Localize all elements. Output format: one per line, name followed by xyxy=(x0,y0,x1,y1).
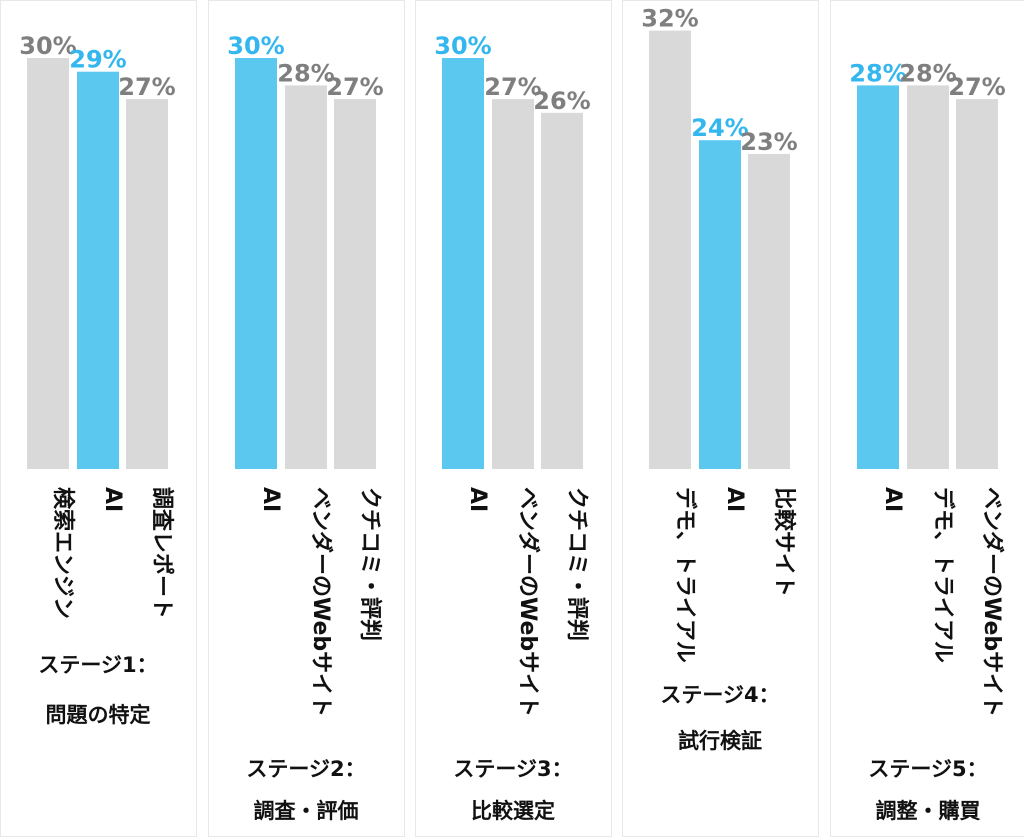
panel-border xyxy=(622,0,819,837)
category-label: クチコミ・評判 xyxy=(564,487,590,641)
value-label: 27% xyxy=(484,73,541,101)
bar-1-1 xyxy=(27,58,69,469)
bar-5-3 xyxy=(956,99,998,469)
category-label: ベンダーのWebサイト xyxy=(515,487,541,717)
stage-label: ステージ1： xyxy=(38,653,157,677)
stage-label: ステージ4： xyxy=(660,683,779,707)
stage-label: ステージ2： xyxy=(246,757,365,781)
bar-2-3 xyxy=(334,99,376,469)
stage-label: ステージ3： xyxy=(453,757,572,781)
bar-4-3 xyxy=(748,153,790,469)
category-label: AI xyxy=(100,487,125,512)
value-label: 23% xyxy=(740,128,797,156)
category-label: ベンダーのWebサイト xyxy=(308,487,334,717)
value-label: 24% xyxy=(691,114,748,142)
category-label: クチコミ・評判 xyxy=(357,487,383,641)
bar-5-2 xyxy=(907,85,949,470)
stage-name: 比較選定 xyxy=(471,799,555,823)
category-label: 比較サイト xyxy=(771,487,797,597)
category-label: AI xyxy=(258,487,283,512)
panel-border xyxy=(208,0,405,837)
bar-5-1 xyxy=(857,85,899,470)
bar-1-2 xyxy=(77,71,119,469)
stage-name: 試行検証 xyxy=(678,729,762,753)
value-label: 26% xyxy=(533,87,590,115)
stage-label: ステージ5： xyxy=(868,757,987,781)
value-label: 27% xyxy=(118,73,175,101)
value-label: 30% xyxy=(434,32,491,60)
bar-3-2 xyxy=(492,99,534,469)
panel-border xyxy=(415,0,612,837)
bar-3-1 xyxy=(442,58,484,469)
category-label: デモ、トライアル xyxy=(930,487,956,663)
bar-1-3 xyxy=(126,99,168,469)
bar-2-1 xyxy=(235,58,277,469)
stage-name: 問題の特定 xyxy=(46,703,151,727)
bar-3-3 xyxy=(541,112,583,470)
bar-2-2 xyxy=(285,85,327,470)
value-label: 32% xyxy=(641,5,698,33)
value-label: 30% xyxy=(227,32,284,60)
category-label: 調査レポート xyxy=(149,487,175,619)
bar-4-1 xyxy=(649,30,691,469)
category-label: 検索エンジン xyxy=(50,487,75,619)
value-label: 28% xyxy=(849,59,906,87)
panel-border xyxy=(830,0,1024,837)
value-label: 30% xyxy=(19,32,76,60)
category-label: AI xyxy=(465,487,490,512)
bar-4-2 xyxy=(699,140,741,469)
value-label: 28% xyxy=(277,59,334,87)
value-label: 28% xyxy=(899,59,956,87)
category-label: AI xyxy=(880,487,905,512)
value-label: 27% xyxy=(326,73,383,101)
category-label: デモ、トライアル xyxy=(672,487,698,663)
category-label: AI xyxy=(722,487,747,512)
panel-border xyxy=(0,0,197,837)
value-label: 27% xyxy=(948,73,1005,101)
category-label: ベンダーのWebサイト xyxy=(979,487,1005,717)
stage-name: 調整・購買 xyxy=(876,799,981,823)
value-label: 29% xyxy=(69,46,126,74)
stage-name: 調査・評価 xyxy=(254,799,359,823)
